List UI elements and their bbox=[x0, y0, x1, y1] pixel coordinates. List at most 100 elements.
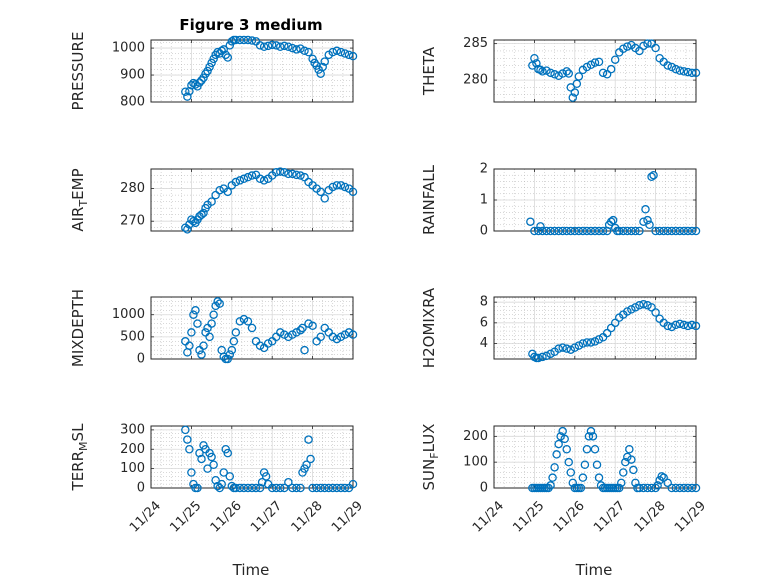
mixdepth-marker bbox=[235, 317, 245, 326]
sun_flux-marker bbox=[617, 478, 626, 488]
mixdepth-marker bbox=[227, 345, 237, 355]
sun_flux-marker bbox=[544, 483, 553, 493]
terr_msl-marker bbox=[193, 483, 202, 493]
air_temp-marker bbox=[239, 174, 249, 184]
rainfall-marker bbox=[536, 222, 545, 231]
rainfall-marker bbox=[534, 226, 543, 236]
sun_flux-marker bbox=[679, 483, 689, 493]
h2omixra-marker bbox=[639, 299, 648, 309]
mixdepth-marker bbox=[328, 332, 338, 342]
terr_msl-marker bbox=[284, 477, 293, 487]
rainfall-marker bbox=[643, 215, 652, 225]
theta-marker bbox=[546, 68, 555, 78]
rainfall-marker bbox=[594, 226, 604, 236]
sun_flux-marker bbox=[627, 455, 636, 464]
pressure-marker bbox=[199, 73, 208, 82]
rainfall-marker bbox=[606, 217, 616, 226]
theta-marker bbox=[606, 64, 616, 74]
terr_msl-marker bbox=[183, 435, 192, 444]
rainfall-y-axis-label: RAINFALL bbox=[420, 164, 438, 235]
pressure-y-tick-label: 900 bbox=[120, 68, 145, 83]
terr_msl-x-tick-label: 11/28 bbox=[289, 498, 326, 535]
sun_flux-y-tick-label: 0 bbox=[480, 481, 488, 496]
terr_msl-marker bbox=[209, 460, 218, 469]
mixdepth-marker bbox=[300, 345, 309, 355]
sun_flux-marker bbox=[578, 473, 588, 482]
mixdepth-marker bbox=[189, 310, 198, 319]
pressure-marker bbox=[191, 80, 200, 89]
terr_msl-y-axis-label: TERRMSL bbox=[69, 423, 90, 492]
terr_msl-marker bbox=[312, 483, 321, 493]
terr_msl-marker bbox=[185, 444, 194, 454]
terr_msl-marker bbox=[243, 483, 253, 493]
pressure-marker bbox=[284, 42, 293, 51]
h2omixra-axis-frame bbox=[493, 296, 697, 360]
mixdepth-marker bbox=[304, 319, 313, 328]
mixdepth-marker bbox=[231, 328, 241, 337]
rainfall-marker bbox=[578, 226, 588, 236]
pressure-marker bbox=[348, 51, 358, 61]
sun_flux-marker bbox=[582, 444, 592, 454]
sun_flux-marker bbox=[584, 432, 594, 441]
h2omixra-marker bbox=[566, 345, 576, 354]
theta-marker bbox=[679, 67, 689, 76]
mixdepth-marker bbox=[209, 310, 218, 319]
terr_msl-marker bbox=[296, 483, 305, 493]
sun_flux-marker bbox=[588, 432, 598, 441]
mixdepth-y-tick-label: 0 bbox=[137, 352, 145, 367]
h2omixra-marker bbox=[578, 339, 588, 348]
theta-marker bbox=[675, 66, 685, 75]
theta-marker bbox=[536, 65, 545, 75]
pressure-marker bbox=[223, 53, 233, 62]
air_temp-y-tick-label: 280 bbox=[120, 181, 145, 196]
mixdepth-marker bbox=[288, 330, 297, 339]
rainfall-marker bbox=[554, 226, 563, 236]
theta-marker bbox=[594, 57, 604, 67]
terr_msl-marker bbox=[255, 483, 265, 493]
pressure-marker bbox=[231, 35, 241, 45]
terr_msl-marker bbox=[197, 454, 206, 464]
rainfall-marker bbox=[647, 172, 656, 181]
mixdepth-marker bbox=[296, 325, 305, 335]
figure-title: Figure 3 medium bbox=[179, 16, 322, 34]
theta-marker bbox=[639, 41, 648, 51]
terr_msl-x-tick-label: 11/24 bbox=[127, 498, 164, 535]
air_temp-marker bbox=[255, 174, 265, 184]
rainfall-marker bbox=[582, 226, 592, 236]
rainfall-marker bbox=[683, 226, 693, 236]
mixdepth-marker bbox=[211, 301, 220, 311]
rainfall-marker bbox=[679, 226, 689, 236]
pressure-marker bbox=[263, 41, 273, 51]
h2omixra-marker bbox=[570, 343, 580, 352]
rainfall-marker bbox=[526, 217, 535, 226]
pressure-marker bbox=[320, 57, 329, 66]
rainfall-marker bbox=[675, 226, 685, 236]
pressure-marker bbox=[207, 58, 216, 68]
pressure-marker bbox=[219, 45, 228, 54]
h2omixra-marker bbox=[546, 349, 555, 359]
h2omixra-marker bbox=[635, 301, 644, 310]
terr_msl-marker bbox=[225, 472, 235, 481]
air_temp-marker bbox=[332, 181, 342, 190]
terr_msl-marker bbox=[219, 468, 228, 477]
rainfall-marker bbox=[645, 220, 654, 230]
sun_flux-marker bbox=[546, 481, 555, 490]
theta-marker bbox=[554, 71, 563, 80]
theta-marker bbox=[687, 68, 697, 78]
air_temp-y-tick-label: 270 bbox=[120, 214, 145, 229]
terr_msl-marker bbox=[231, 483, 241, 493]
rainfall-marker bbox=[655, 226, 664, 236]
h2omixra-marker bbox=[667, 322, 677, 332]
terr_msl-marker bbox=[181, 425, 190, 435]
h2omixra-marker bbox=[562, 344, 571, 353]
sun_flux-marker bbox=[568, 478, 578, 488]
rainfall-marker bbox=[550, 226, 559, 236]
terr_msl-x-tick-label: 11/25 bbox=[167, 498, 204, 535]
air_temp-y-axis-label: AIRTEMP bbox=[69, 168, 90, 231]
theta-y-tick-label: 285 bbox=[463, 36, 488, 51]
rainfall-marker bbox=[659, 226, 668, 236]
pressure-marker bbox=[328, 47, 338, 57]
terr_msl-marker bbox=[336, 483, 346, 493]
terr_msl-marker bbox=[340, 483, 350, 493]
sun_flux-marker bbox=[667, 483, 677, 493]
